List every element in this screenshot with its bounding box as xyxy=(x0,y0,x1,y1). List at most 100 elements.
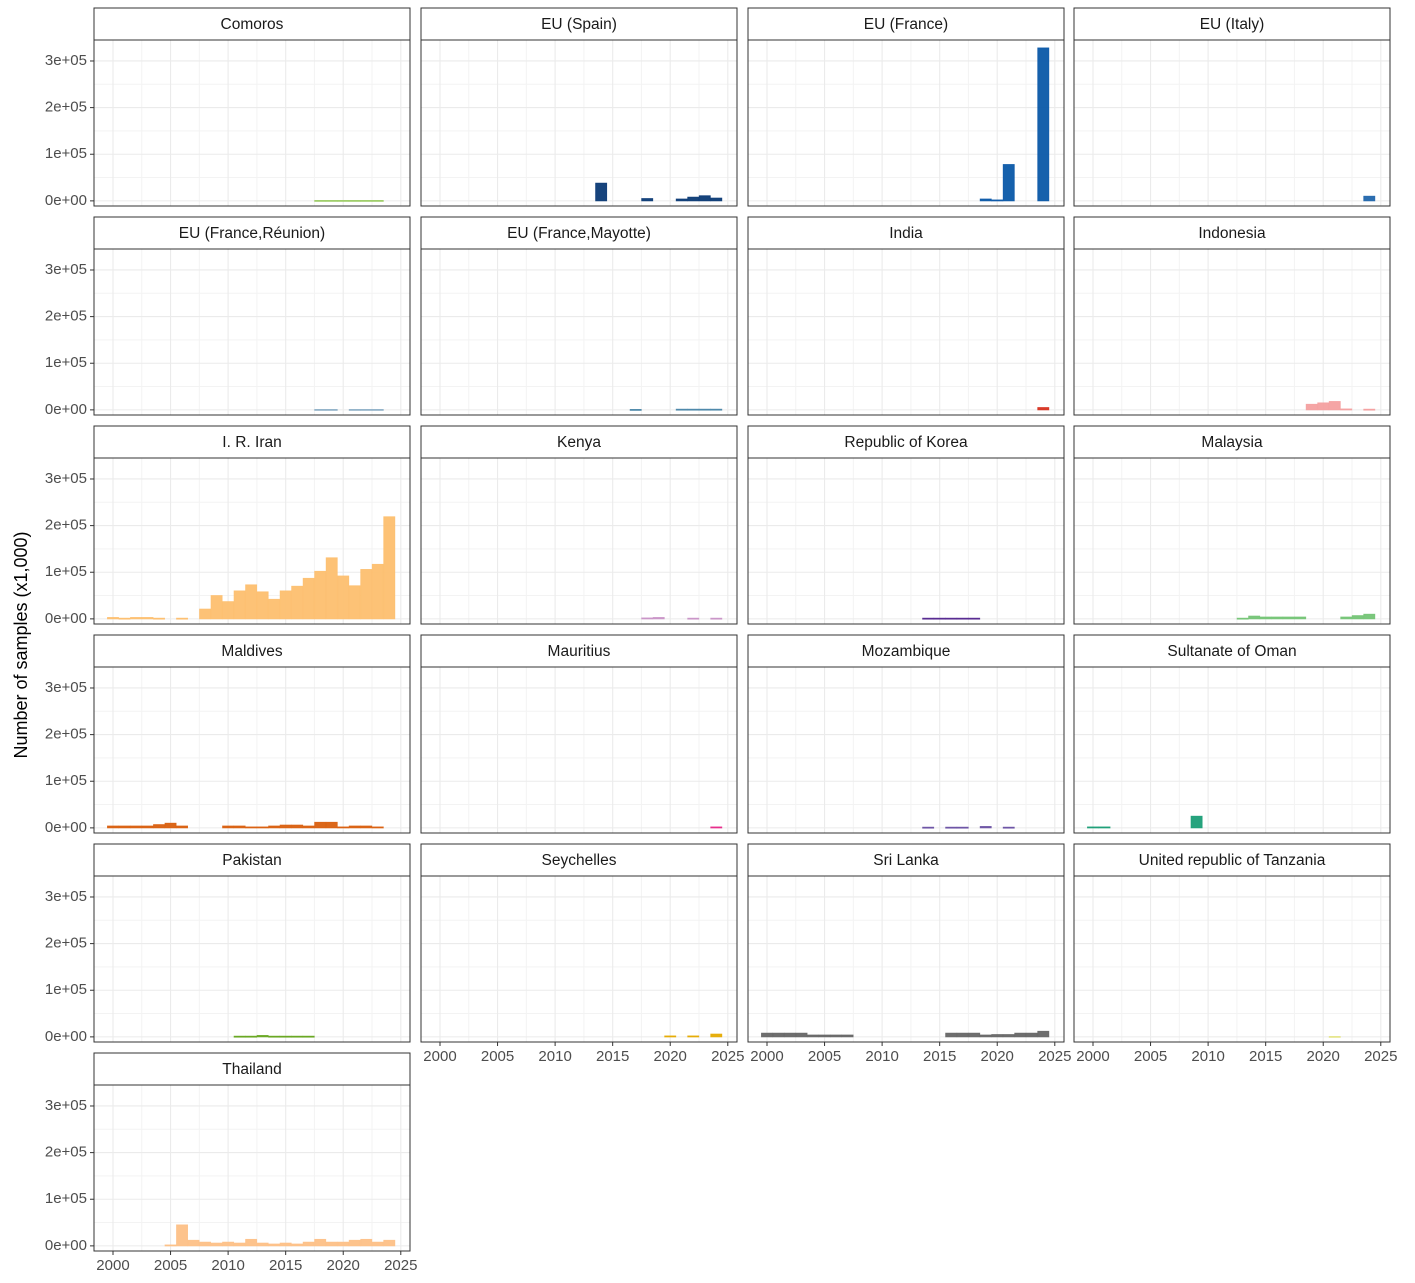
bar xyxy=(956,1032,969,1038)
bar xyxy=(360,1238,373,1247)
strip xyxy=(420,634,738,668)
bar xyxy=(1190,815,1203,829)
bar xyxy=(348,1239,361,1247)
y-tick-label: 0e+00 xyxy=(45,610,87,627)
bar xyxy=(337,826,350,829)
y-tick-label: 2e+05 xyxy=(45,935,87,952)
bar xyxy=(107,617,119,620)
bar xyxy=(956,826,969,829)
bar xyxy=(233,825,246,829)
bar xyxy=(118,825,131,829)
bar xyxy=(210,1242,223,1247)
bar xyxy=(761,1032,773,1038)
bar xyxy=(302,1035,315,1038)
bar xyxy=(107,825,119,829)
bar xyxy=(302,577,315,620)
x-tick-label: 2015 xyxy=(1249,1048,1282,1065)
bar xyxy=(1259,616,1272,620)
bar xyxy=(979,826,992,829)
bar xyxy=(922,826,935,829)
bar xyxy=(199,608,212,620)
y-tick-label: 2e+05 xyxy=(45,99,87,116)
bar xyxy=(291,1035,304,1038)
bar xyxy=(1271,616,1284,620)
strip-label: Malaysia xyxy=(1201,434,1263,451)
strip xyxy=(1073,216,1391,250)
bar xyxy=(710,408,723,411)
bar xyxy=(1340,408,1353,411)
x-tick-label: 2010 xyxy=(1191,1048,1224,1065)
bar xyxy=(314,200,327,202)
bar xyxy=(279,824,292,829)
bar xyxy=(256,1035,269,1038)
bar xyxy=(360,409,373,411)
strip-label: EU (France,Réunion) xyxy=(179,225,325,242)
strip-label: Thailand xyxy=(222,1061,281,1078)
bar xyxy=(268,1035,281,1038)
y-tick-label: 3e+05 xyxy=(45,1097,87,1114)
bar xyxy=(1236,617,1249,620)
strip-label: Republic of Korea xyxy=(844,434,968,451)
y-tick-label: 3e+05 xyxy=(45,679,87,696)
bar xyxy=(187,1239,200,1247)
bar xyxy=(371,409,384,411)
strip xyxy=(747,634,1065,668)
bar xyxy=(268,598,281,620)
x-tick-label: 2020 xyxy=(327,1257,360,1274)
bar xyxy=(595,182,608,202)
y-tick-label: 0e+00 xyxy=(45,401,87,418)
y-axis-label: Number of samples (x1,000) xyxy=(11,531,31,758)
bar xyxy=(256,826,269,829)
y-tick-label: 1e+05 xyxy=(45,772,87,789)
bar xyxy=(245,1035,258,1038)
bar xyxy=(268,825,281,829)
x-tick-label: 2005 xyxy=(1134,1048,1167,1065)
bar xyxy=(141,825,154,829)
bar xyxy=(383,516,396,620)
x-tick-label: 2005 xyxy=(808,1048,841,1065)
bar xyxy=(314,821,327,829)
strip xyxy=(1073,425,1391,459)
x-tick-label: 2010 xyxy=(865,1048,898,1065)
strip xyxy=(93,216,411,250)
bar xyxy=(141,617,154,620)
bar xyxy=(784,1032,796,1038)
y-tick-label: 2e+05 xyxy=(45,517,87,534)
x-tick-label: 2015 xyxy=(269,1257,302,1274)
bar xyxy=(968,617,981,620)
bar xyxy=(1037,47,1050,202)
x-tick-label: 2005 xyxy=(481,1048,514,1065)
y-tick-label: 1e+05 xyxy=(45,1190,87,1207)
x-tick-label: 2025 xyxy=(1364,1048,1397,1065)
bar xyxy=(1305,403,1318,411)
bar xyxy=(130,825,142,829)
strip xyxy=(420,7,738,41)
y-tick-label: 3e+05 xyxy=(45,52,87,69)
strip xyxy=(747,216,1065,250)
bar xyxy=(933,617,946,620)
strip-label: Sri Lanka xyxy=(873,852,939,869)
strip-label: Pakistan xyxy=(222,852,281,869)
bar xyxy=(118,617,131,620)
bar xyxy=(325,200,338,202)
bar xyxy=(371,563,384,620)
bar xyxy=(279,1035,292,1038)
strip-label: EU (France) xyxy=(864,16,948,33)
y-tick-label: 3e+05 xyxy=(45,888,87,905)
bar xyxy=(698,408,711,411)
bar xyxy=(1351,615,1364,620)
x-tick-label: 2000 xyxy=(1076,1048,1109,1065)
bar xyxy=(348,409,361,411)
bar xyxy=(945,826,958,829)
bar xyxy=(795,1032,808,1038)
strip-label: EU (Italy) xyxy=(1200,16,1265,33)
strip xyxy=(93,843,411,877)
bar xyxy=(245,826,258,829)
bar xyxy=(687,408,700,411)
y-tick-label: 0e+00 xyxy=(45,819,87,836)
bar xyxy=(1248,615,1261,620)
bar xyxy=(371,200,384,202)
bar xyxy=(687,617,700,620)
bar xyxy=(164,1244,177,1247)
